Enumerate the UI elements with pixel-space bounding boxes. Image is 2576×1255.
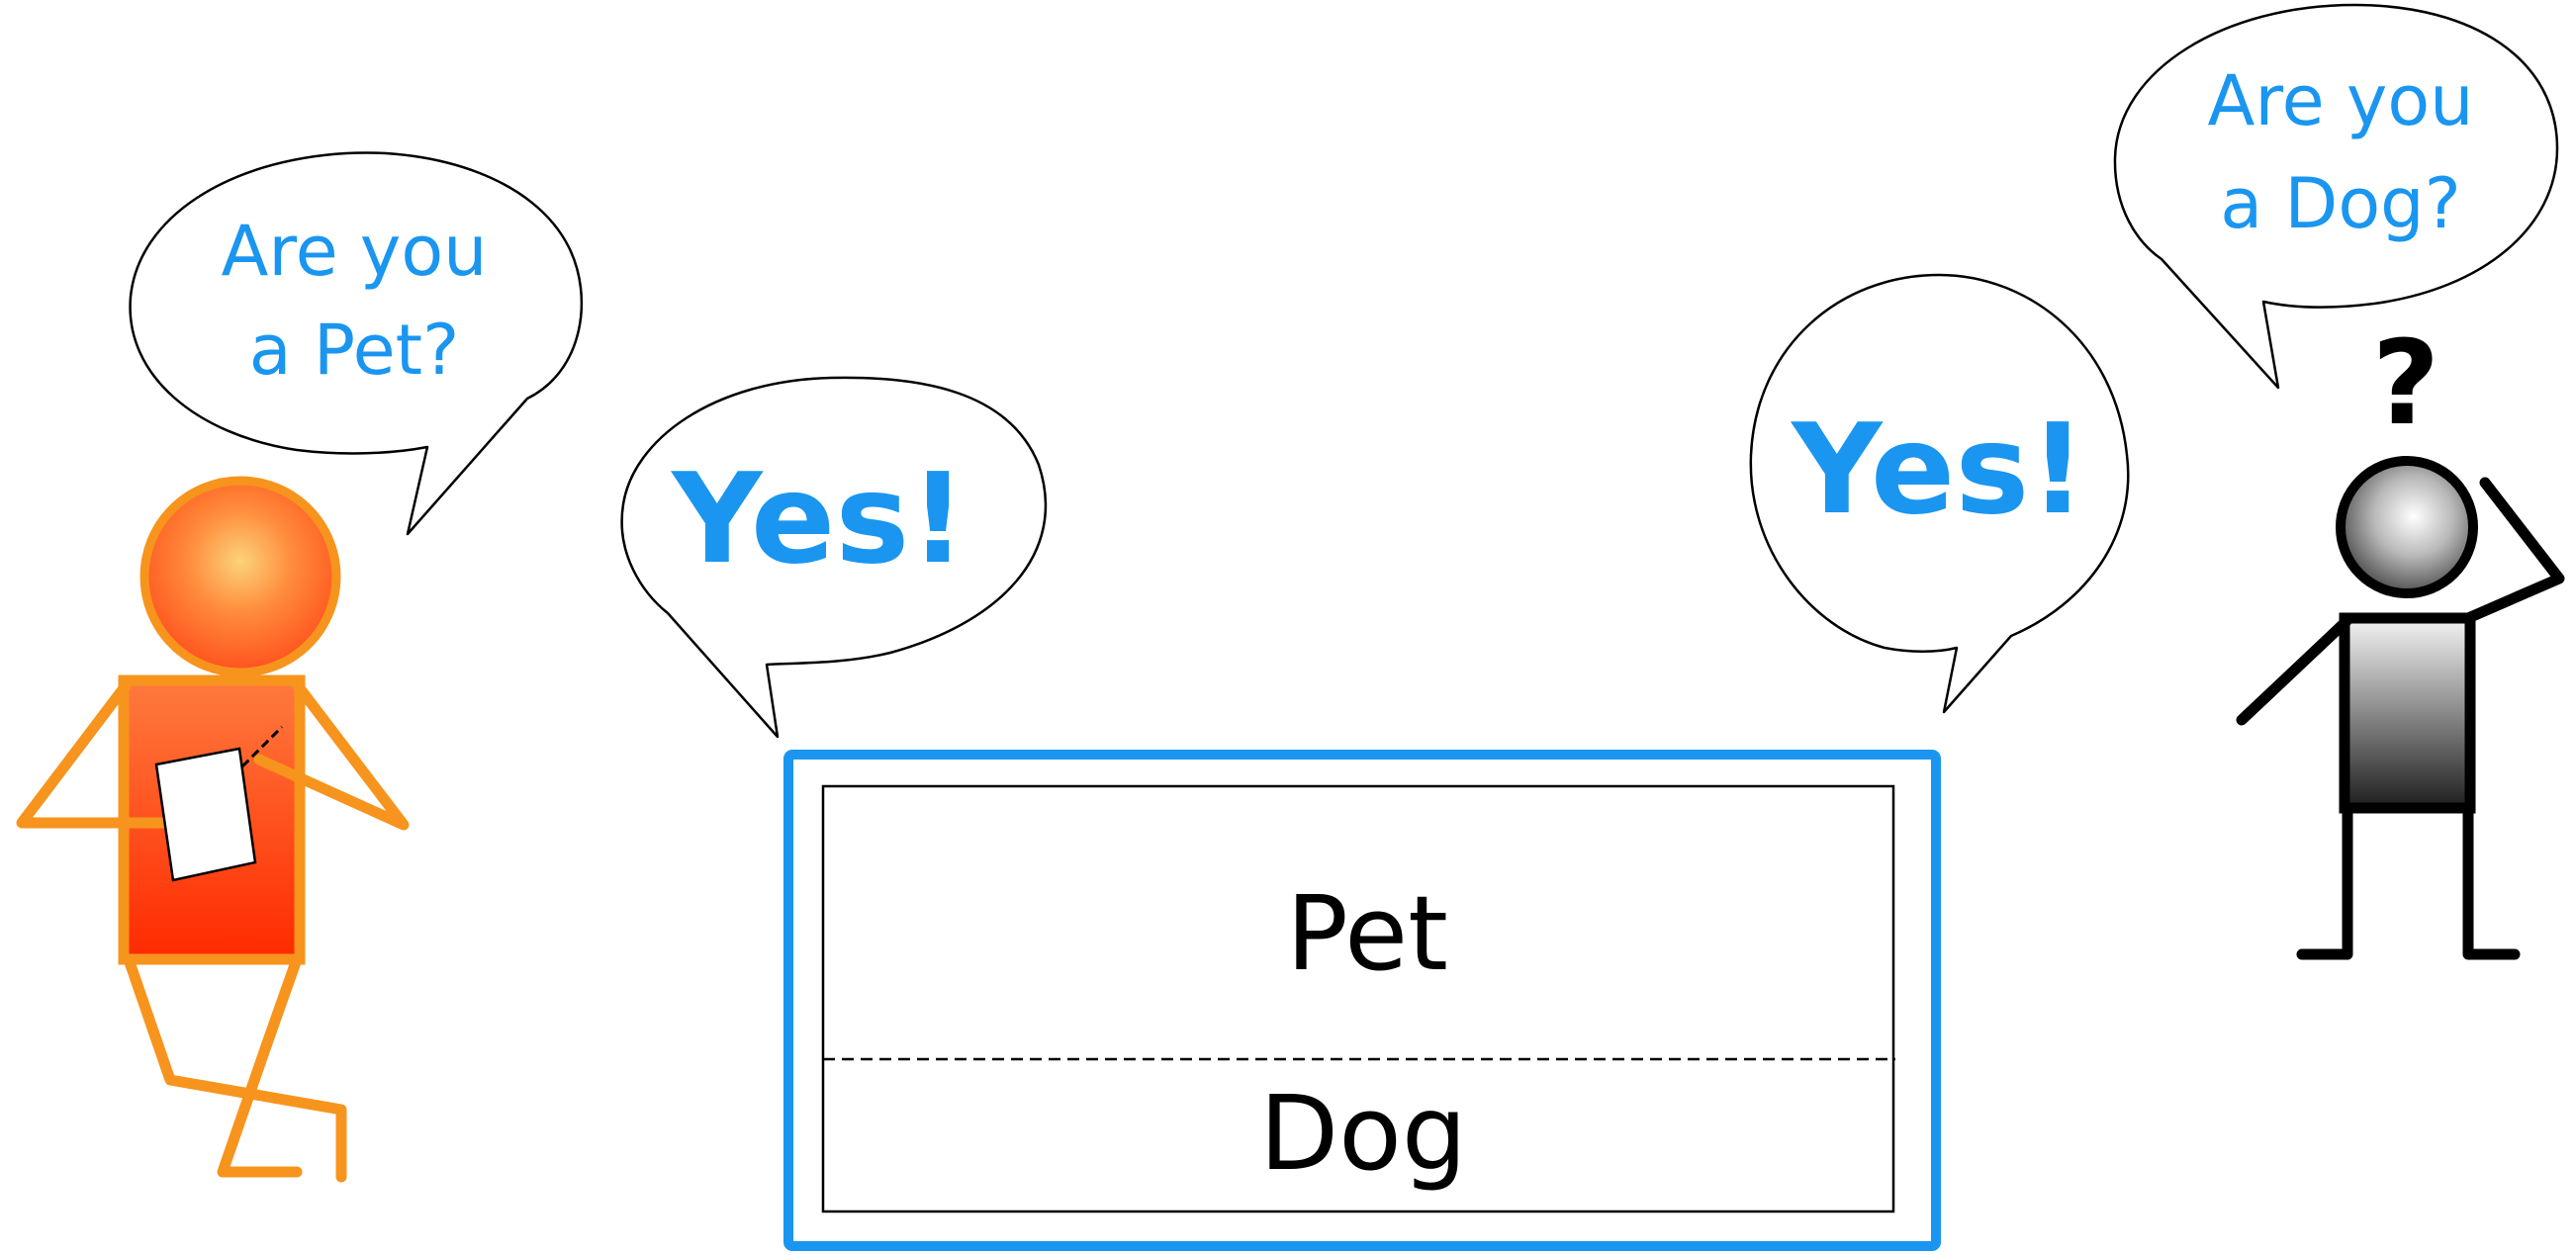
right-answer-text: Yes! — [1790, 397, 2086, 542]
object: Yes! Yes! Pet Dog — [620, 273, 2130, 1251]
left-bubble-line2: a Pet? — [249, 310, 460, 391]
right-person: Are you a Dog? ? — [2113, 3, 2565, 960]
right-answer-bubble: Yes! — [1749, 273, 2130, 714]
left-person-arms — [16, 678, 410, 831]
right-person-arms — [2236, 477, 2565, 726]
right-question-bubble: Are you a Dog? — [2113, 3, 2559, 390]
question-mark-icon: ? — [2372, 314, 2439, 451]
right-person-legs — [2296, 800, 2521, 960]
left-person-head — [139, 476, 341, 677]
type-dog-label: Dog — [1259, 1073, 1467, 1194]
note-paper-icon — [154, 725, 284, 882]
right-person-head — [2336, 456, 2478, 598]
left-answer-text: Yes! — [670, 446, 966, 591]
right-person-torso — [2339, 612, 2476, 814]
left-bubble-line1: Are you — [221, 211, 487, 292]
object-type-box — [821, 784, 1895, 1213]
right-bubble-line1: Are you — [2207, 60, 2473, 141]
type-pet-label: Pet — [1286, 873, 1448, 994]
left-person-legs — [123, 953, 347, 1183]
right-bubble-line2: a Dog? — [2220, 163, 2460, 244]
left-person: Are you a Pet? — [16, 151, 584, 1183]
left-answer-bubble: Yes! — [620, 376, 1048, 739]
left-question-bubble: Are you a Pet? — [129, 151, 584, 536]
